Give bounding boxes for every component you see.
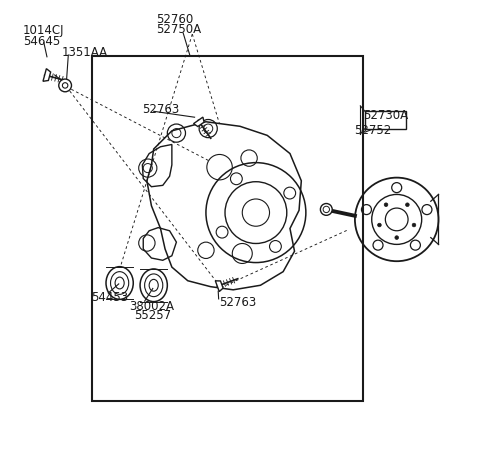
Text: 52750A: 52750A <box>156 23 201 36</box>
Text: 52760: 52760 <box>156 13 193 26</box>
Circle shape <box>395 236 398 239</box>
Circle shape <box>378 223 381 227</box>
Circle shape <box>412 223 416 227</box>
Text: 55257: 55257 <box>134 309 171 322</box>
Circle shape <box>406 203 409 207</box>
Text: 52763: 52763 <box>219 296 257 308</box>
Text: 52730A: 52730A <box>363 109 408 122</box>
Text: 52763: 52763 <box>143 103 180 116</box>
Polygon shape <box>193 117 204 127</box>
Text: 38002A: 38002A <box>130 300 175 313</box>
Circle shape <box>320 203 332 215</box>
Polygon shape <box>43 69 50 81</box>
Circle shape <box>59 79 72 92</box>
Circle shape <box>384 203 388 207</box>
Bar <box>92 56 363 401</box>
Text: 1014CJ: 1014CJ <box>23 24 64 37</box>
Text: 54453: 54453 <box>91 291 128 304</box>
Text: 1351AA: 1351AA <box>62 46 108 59</box>
Text: 54645: 54645 <box>23 35 60 48</box>
Polygon shape <box>216 281 223 292</box>
FancyBboxPatch shape <box>365 112 406 128</box>
Text: 52752: 52752 <box>354 124 392 138</box>
